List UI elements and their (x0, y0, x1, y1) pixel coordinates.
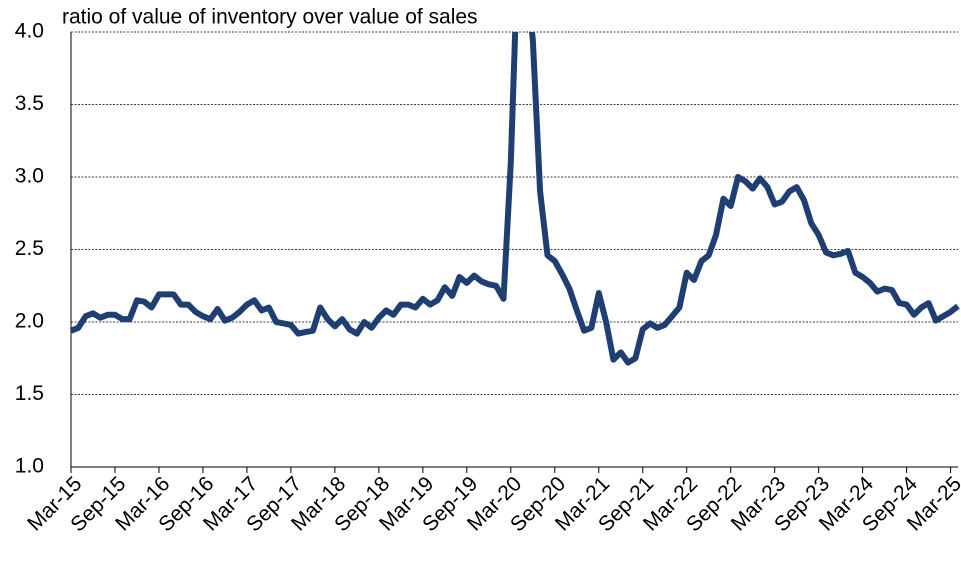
y-tick-label: 1.5 (15, 382, 44, 405)
series-line (69, 32, 960, 366)
y-tick-label: 1.0 (15, 455, 44, 478)
chart-title: ratio of value of inventory over value o… (62, 6, 478, 29)
y-tick-label: 4.0 (15, 20, 44, 43)
y-tick-label: 2.0 (15, 310, 44, 333)
y-tick-label: 3.5 (15, 92, 44, 115)
y-tick-label: 3.0 (15, 165, 44, 188)
y-tick-label: 2.5 (15, 237, 44, 260)
